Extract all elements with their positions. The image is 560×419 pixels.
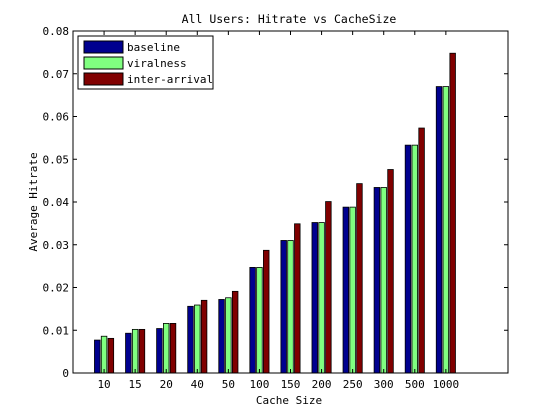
x-tick-label-50: 50 [222,378,235,391]
x-tick-label-15: 15 [129,378,142,391]
chart-title: All Users: Hitrate vs CacheSize [182,12,397,26]
legend-swatch-inter-arrival [83,72,124,86]
y-tick-label-0.07: 0.07 [43,68,70,81]
bar-baseline-150 [280,240,287,374]
bar-inter-arrival-500 [418,127,425,374]
bar-viralness-10 [100,335,108,374]
x-tick-label-150: 150 [281,378,301,391]
bar-inter-arrival-1000 [449,52,456,374]
y-tick-label-0.04: 0.04 [43,196,70,209]
x-tick-label-250: 250 [343,378,363,391]
bar-baseline-500 [404,144,412,374]
y-tick-label-0.05: 0.05 [43,153,70,166]
x-tick-label-500: 500 [405,378,425,391]
x-tick-label-300: 300 [374,378,394,391]
x-tick-label-1000: 1000 [433,378,460,391]
bar-inter-arrival-200 [325,201,332,374]
x-tick-label-200: 200 [312,378,332,391]
bar-viralness-100 [256,267,263,374]
bar-inter-arrival-100 [263,249,270,374]
y-tick-label-0: 0 [62,367,69,380]
y-tick-label-0.02: 0.02 [43,282,70,295]
y-tick-label-0.03: 0.03 [43,239,70,252]
plot-border [72,30,509,374]
legend-label-viralness: viralness [127,57,187,70]
legend: baseline viralness inter-arrival [77,35,214,90]
bar-viralness-150 [287,240,294,374]
bar-viralness-500 [411,144,418,374]
bar-inter-arrival-300 [387,169,394,374]
x-axis-label: Cache Size [256,394,322,407]
bar-viralness-50 [225,297,232,374]
y-tick-label-0.06: 0.06 [43,111,70,124]
legend-swatch-viralness [83,56,124,70]
bar-baseline-200 [311,222,318,374]
bar-baseline-1000 [435,86,443,374]
bar-baseline-100 [249,267,256,374]
bar-inter-arrival-15 [138,328,146,374]
bar-inter-arrival-250 [356,183,363,374]
x-tick-label-40: 40 [191,378,204,391]
y-axis-label: Average Hitrate [27,152,40,251]
bar-inter-arrival-10 [107,337,115,374]
legend-label-baseline: baseline [127,41,180,54]
bar-baseline-20 [156,328,163,374]
bar-viralness-20 [163,323,170,374]
bar-viralness-15 [131,328,139,374]
bar-viralness-200 [318,222,325,374]
bar-baseline-50 [218,299,225,374]
bar-inter-arrival-20 [169,323,177,374]
bar-inter-arrival-40 [200,299,208,374]
bar-inter-arrival-150 [294,223,301,374]
y-tick-label-0.08: 0.08 [43,25,70,38]
bar-viralness-40 [194,304,201,374]
bar-baseline-40 [187,305,194,374]
bar-baseline-300 [373,187,381,374]
x-tick-label-100: 100 [249,378,269,391]
x-tick-label-20: 20 [160,378,173,391]
legend-label-inter-arrival: inter-arrival [127,73,213,86]
bar-viralness-300 [380,187,387,374]
x-tick-label-10: 10 [97,378,110,391]
ticks-group: 10 15 20 40 50 100 150 200 250 300 500 1000 0 0.01 0.0… [43,25,508,391]
bar-baseline-10 [94,339,101,374]
bar-viralness-250 [349,206,356,374]
y-tick-label-0.01: 0.01 [43,324,70,337]
legend-swatch-baseline [83,40,124,54]
bar-baseline-15 [125,332,132,374]
bar-inter-arrival-50 [231,290,239,374]
bar-baseline-250 [342,206,350,374]
bar-viralness-1000 [442,86,450,374]
